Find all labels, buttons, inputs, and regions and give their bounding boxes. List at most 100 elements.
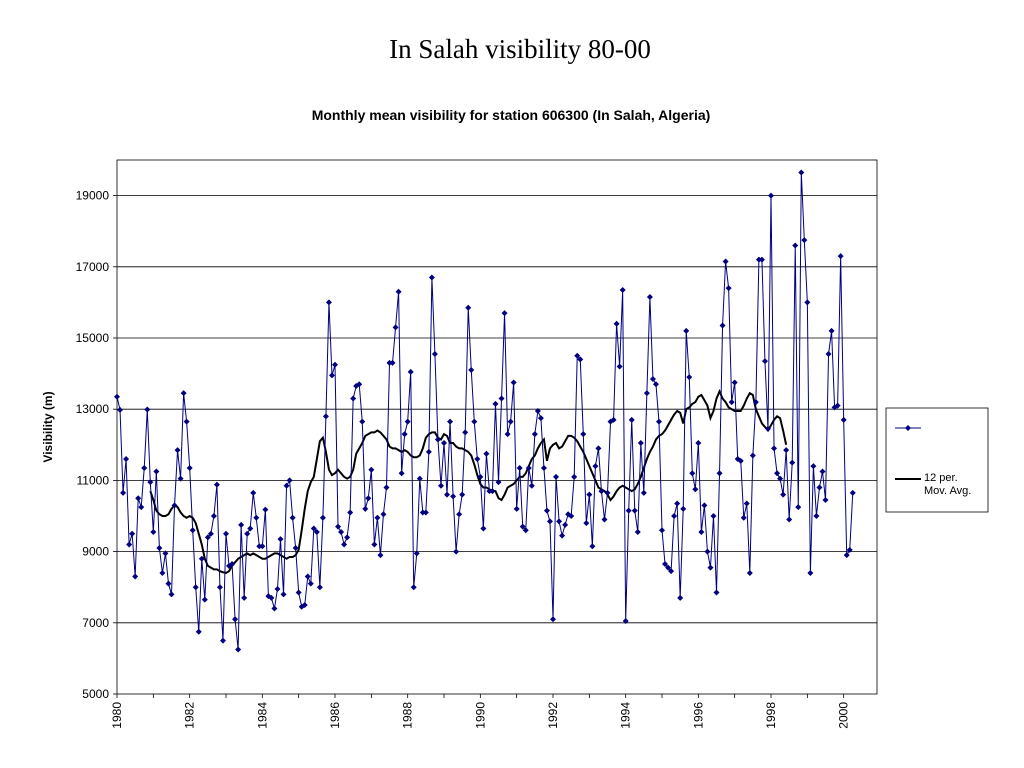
data-point: [344, 534, 351, 541]
data-point: [238, 521, 245, 528]
data-point: [701, 502, 708, 509]
data-point: [683, 327, 690, 334]
data-point: [253, 514, 260, 521]
data-point: [589, 543, 596, 550]
data-point: [695, 440, 702, 447]
data-point: [643, 390, 650, 397]
data-point: [335, 523, 342, 530]
data-point: [129, 530, 136, 537]
data-point: [256, 543, 263, 550]
data-point: [186, 464, 193, 471]
data-point: [713, 589, 720, 596]
data-point: [634, 529, 641, 536]
data-point: [707, 564, 714, 571]
plot-area: [116, 159, 878, 695]
data-point: [758, 256, 765, 263]
data-point: [774, 470, 781, 477]
data-point: [553, 473, 560, 480]
data-point: [528, 482, 535, 489]
slide-title: In Salah visibility 80-00: [389, 34, 651, 64]
data-point: [168, 591, 175, 598]
data-point: [495, 479, 502, 486]
data-point: [783, 447, 790, 454]
x-tick-label: 1994: [619, 702, 633, 729]
data-point: [259, 543, 266, 550]
x-axis: 1980 1982 1984 1986 1988 1990 1992 1994 1996 1998…: [110, 694, 851, 729]
data-point: [789, 459, 796, 466]
data-point: [392, 324, 399, 331]
data-point: [123, 456, 130, 463]
data-point: [410, 584, 417, 591]
data-point: [138, 504, 145, 511]
data-point: [689, 470, 696, 477]
data-point: [752, 399, 759, 406]
data-point: [834, 402, 841, 409]
data-point: [283, 482, 290, 489]
data-point: [325, 299, 332, 306]
data-point: [843, 552, 850, 559]
data-point: [437, 482, 444, 489]
data-point: [195, 628, 202, 635]
data-point: [795, 504, 802, 511]
data-point: [371, 541, 378, 548]
data-point: [637, 440, 644, 447]
data-point: [568, 513, 575, 519]
data-point: [819, 468, 826, 475]
data-point: [144, 406, 151, 413]
y-tick-label: 15000: [76, 331, 110, 345]
data-point: [668, 568, 675, 575]
data-point: [431, 351, 438, 358]
data-point: [316, 584, 323, 591]
data-point: [477, 473, 484, 480]
data-point: [292, 545, 299, 552]
data-point: [468, 367, 475, 374]
data-point: [543, 507, 550, 514]
data-point: [598, 488, 605, 495]
data-point: [768, 192, 775, 199]
data-point: [640, 489, 647, 496]
data-point: [213, 481, 220, 488]
visibility-line: [116, 172, 854, 650]
data-point: [153, 468, 160, 475]
data-point: [162, 550, 169, 557]
data-point: [740, 514, 747, 521]
data-point: [504, 431, 511, 438]
data-point: [525, 464, 532, 471]
data-point: [210, 513, 217, 519]
data-point: [114, 393, 120, 400]
data-point: [419, 509, 426, 516]
data-point: [622, 618, 629, 625]
data-point: [401, 431, 408, 438]
legend-box: [885, 407, 989, 513]
data-point: [365, 495, 372, 502]
data-point: [749, 452, 756, 459]
data-point: [655, 418, 662, 425]
data-point: [428, 274, 435, 281]
data-point: [728, 399, 735, 406]
data-point: [422, 509, 429, 516]
data-point: [474, 456, 481, 463]
y-tick-label: 17000: [76, 260, 110, 274]
data-point: [801, 237, 808, 244]
data-point: [550, 616, 557, 623]
x-tick-label: 1990: [473, 702, 487, 729]
data-point: [180, 390, 187, 397]
data-point: [692, 486, 699, 493]
data-point: [322, 413, 329, 420]
data-point: [453, 548, 460, 555]
data-point: [828, 327, 835, 334]
data-point: [613, 320, 620, 327]
data-point: [120, 489, 127, 496]
data-point: [631, 507, 638, 514]
legend-visibility-marker: [905, 425, 911, 431]
data-point: [262, 506, 269, 513]
data-point: [277, 536, 284, 543]
data-point: [174, 447, 181, 454]
y-tick-label: 13000: [76, 402, 110, 416]
data-point: [247, 525, 254, 532]
legend: 12 per. Mov. Avg.: [885, 407, 989, 513]
data-point: [571, 473, 578, 480]
data-point: [350, 395, 357, 402]
data-point: [746, 569, 753, 576]
y-tick-label: 11000: [77, 473, 110, 487]
